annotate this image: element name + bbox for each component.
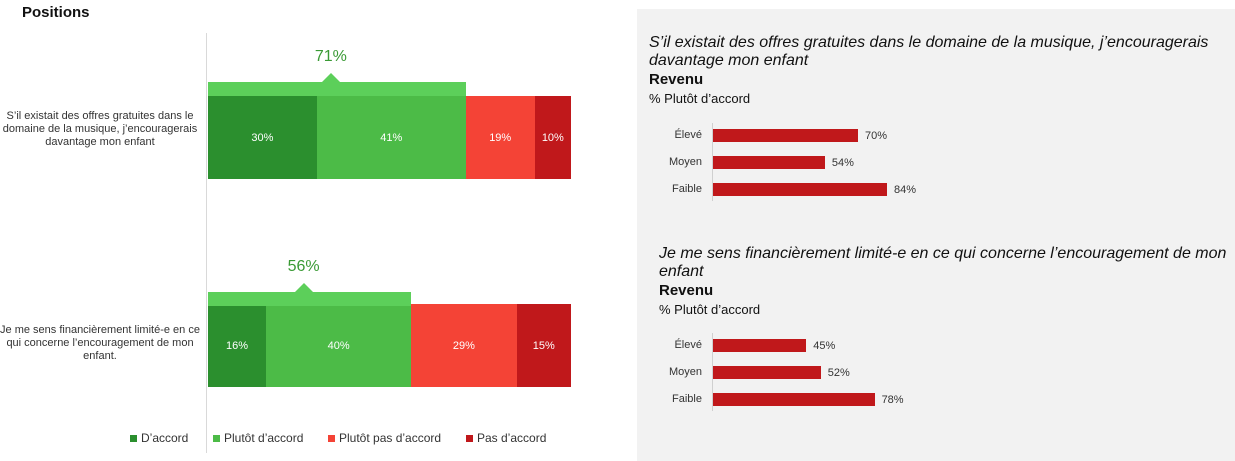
- legend-label: Plutôt d’accord: [224, 431, 304, 445]
- legend-label: D’accord: [141, 431, 189, 445]
- question-label: Je me sens financièrement limité-e en ce…: [0, 324, 200, 362]
- value-label: 54%: [831, 157, 854, 169]
- value-label: 84%: [894, 184, 917, 196]
- agree-total-pointer: [294, 283, 313, 292]
- income-bar: [713, 183, 887, 196]
- value-label: 52%: [827, 367, 850, 379]
- chart-subtitle: % Plutôt d’accord: [659, 302, 761, 317]
- category-label: Moyen: [668, 156, 702, 168]
- legend-swatch: [328, 434, 335, 442]
- bar-segment: 10%: [534, 96, 571, 179]
- income-bar: [713, 393, 875, 406]
- income-bar: [713, 156, 825, 169]
- category-label: Faible: [672, 393, 702, 405]
- bar-segment: 29%: [411, 304, 517, 387]
- value-label: 45%: [813, 340, 836, 352]
- chart-subtitle: % Plutôt d’accord: [649, 91, 751, 106]
- bar-segment: 16%: [208, 304, 267, 387]
- agree-total-label: 56%: [287, 258, 320, 275]
- question-label: S’il existait des offres gratuites dans …: [2, 110, 198, 148]
- legend-label: Plutôt pas d’accord: [339, 431, 442, 445]
- legend-item: Plutôt d’accord: [213, 431, 303, 445]
- category-label: Faible: [672, 183, 702, 195]
- agree-total-bar: [208, 292, 412, 306]
- bar-segment: 30%: [208, 96, 317, 179]
- bar-segment: 41%: [316, 96, 466, 179]
- category-label: Élevé: [674, 339, 702, 351]
- category-label: Moyen: [668, 366, 702, 378]
- right-panel: [637, 9, 1235, 461]
- legend-swatch: [466, 434, 473, 442]
- bar-segment: 19%: [465, 96, 535, 179]
- agree-total-pointer: [321, 73, 340, 82]
- chart-heading: Revenu: [659, 282, 714, 299]
- chart-question-title: S’il existait des offres gratuites dans …: [649, 34, 1209, 69]
- value-label: 70%: [865, 130, 888, 142]
- bar-segment: 15%: [516, 304, 571, 387]
- category-label: Élevé: [674, 129, 702, 141]
- income-bar: [713, 339, 807, 352]
- value-label: 78%: [881, 394, 904, 406]
- income-bar: [713, 366, 821, 379]
- legend-swatch: [213, 434, 220, 442]
- legend-item: D’accord: [130, 431, 188, 445]
- legend-label: Pas d’accord: [477, 431, 547, 445]
- income-bar: [713, 129, 858, 142]
- legend-item: Pas d’accord: [466, 431, 546, 445]
- chart-question-title: Je me sens financièrement limité-e en ce…: [659, 245, 1227, 280]
- chart-heading: Revenu: [649, 71, 704, 88]
- category-axis-line: [712, 123, 713, 201]
- category-axis-line: [712, 333, 713, 411]
- left-axis-line: [206, 33, 207, 453]
- agree-total-label: 71%: [314, 48, 347, 65]
- page-title: Positions: [22, 4, 90, 21]
- bar-segment: 40%: [266, 304, 412, 387]
- legend-item: Plutôt pas d’accord: [328, 431, 441, 445]
- legend-swatch: [130, 434, 137, 442]
- agree-total-bar: [208, 82, 466, 96]
